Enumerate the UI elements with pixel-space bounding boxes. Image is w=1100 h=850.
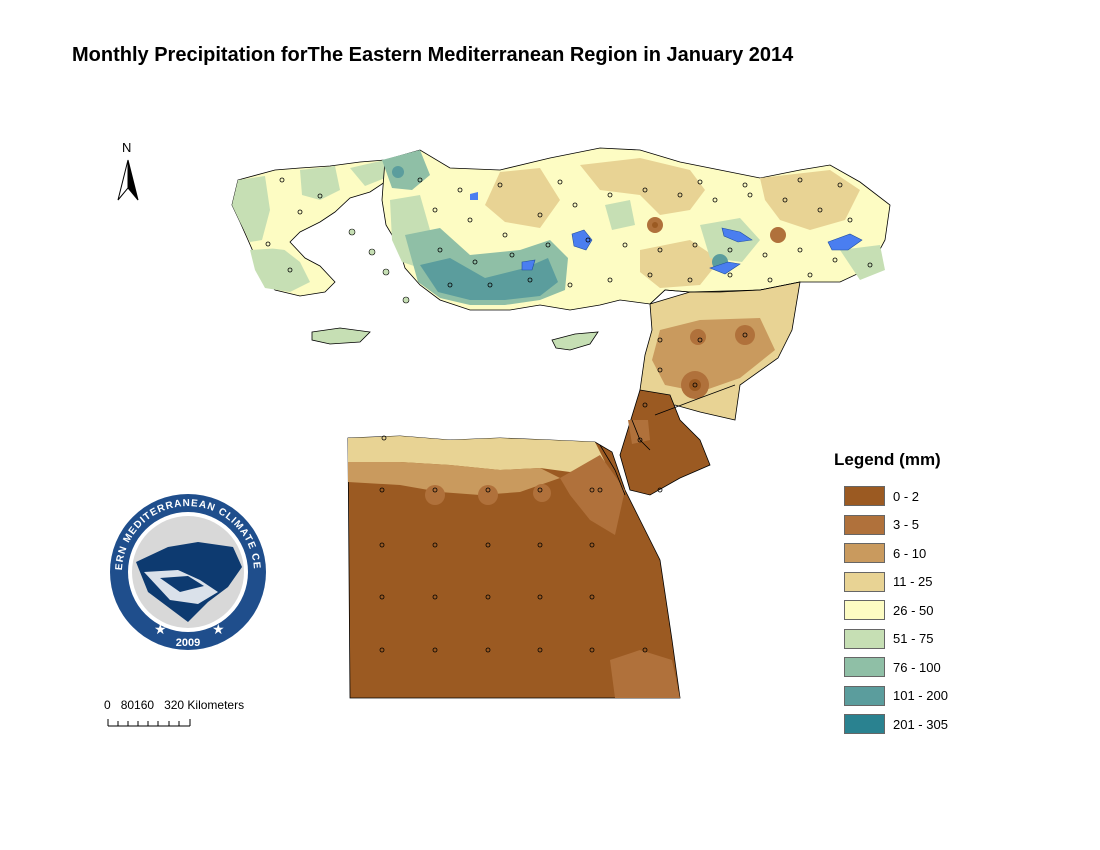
legend-label: 101 - 200: [893, 688, 948, 704]
legend-label: 51 - 75: [893, 631, 934, 647]
legend-item: 101 - 200: [834, 682, 948, 711]
legend-title: Legend (mm): [834, 450, 941, 469]
turkey-region: [381, 147, 891, 311]
svg-text:★: ★: [212, 622, 225, 638]
legend-items: 0 - 2 3 - 5 6 - 10 11 - 25 26 - 50 51 - 75 76 …: [834, 482, 948, 739]
legend-swatch: [844, 571, 885, 592]
scale-bar: 0 80160 320 Kilometers: [104, 698, 304, 738]
legend-label: 76 - 100: [893, 659, 941, 675]
legend-swatch: [844, 543, 885, 564]
scale-tick-0: 0: [104, 698, 111, 712]
legend-swatch: [844, 600, 885, 621]
country-borders: [599, 281, 801, 496]
legend-item: 6 - 10: [834, 539, 948, 568]
egypt-region: [347, 435, 681, 699]
legend-item: 26 - 50: [834, 596, 948, 625]
station-points: [265, 177, 873, 653]
legend-item: 0 - 2: [834, 482, 948, 511]
north-arrow-label: N: [122, 140, 132, 155]
legend-swatch: [844, 486, 885, 507]
legend-item: 76 - 100: [834, 653, 948, 682]
legend-item: 3 - 5: [834, 511, 948, 540]
legend: Legend (mm) 0 - 2 3 - 5 6 - 10 11 - 25 26 - …: [834, 450, 948, 739]
scale-bar-graphic: [107, 719, 191, 727]
north-arrow: N: [112, 140, 146, 206]
legend-label: 6 - 10: [893, 545, 927, 561]
legend-item: 201 - 305: [834, 710, 948, 739]
scale-tick-2: 320 Kilometers: [164, 698, 245, 712]
legend-label: 3 - 5: [893, 517, 920, 533]
scale-tick-1: 80160: [120, 698, 155, 712]
legend-item: 51 - 75: [834, 625, 948, 654]
north-arrow-icon: [117, 159, 139, 201]
legend-swatch: [844, 657, 885, 678]
legend-label: 0 - 2: [893, 488, 920, 504]
emcc-logo: ★ ★ 2009 EASTERN MEDITERRANEAN CLIMATE C…: [108, 492, 266, 650]
svg-text:★: ★: [154, 622, 167, 638]
greece-region: [231, 159, 410, 345]
scale-bar-labels: 0 80160 320 Kilometers: [104, 698, 304, 712]
legend-swatch: [844, 714, 885, 735]
legend-swatch: [844, 685, 885, 706]
legend-label: 201 - 305: [893, 716, 948, 732]
legend-swatch: [844, 628, 885, 649]
legend-label: 26 - 50: [893, 602, 934, 618]
levant-region: [619, 281, 801, 496]
legend-item: 11 - 25: [834, 568, 948, 597]
legend-label: 11 - 25: [893, 574, 933, 590]
map-title: Monthly Precipitation forThe Eastern Med…: [72, 44, 794, 66]
legend-swatch: [844, 514, 885, 535]
logo-year: 2009: [176, 637, 200, 649]
cyprus-region: [551, 331, 599, 351]
